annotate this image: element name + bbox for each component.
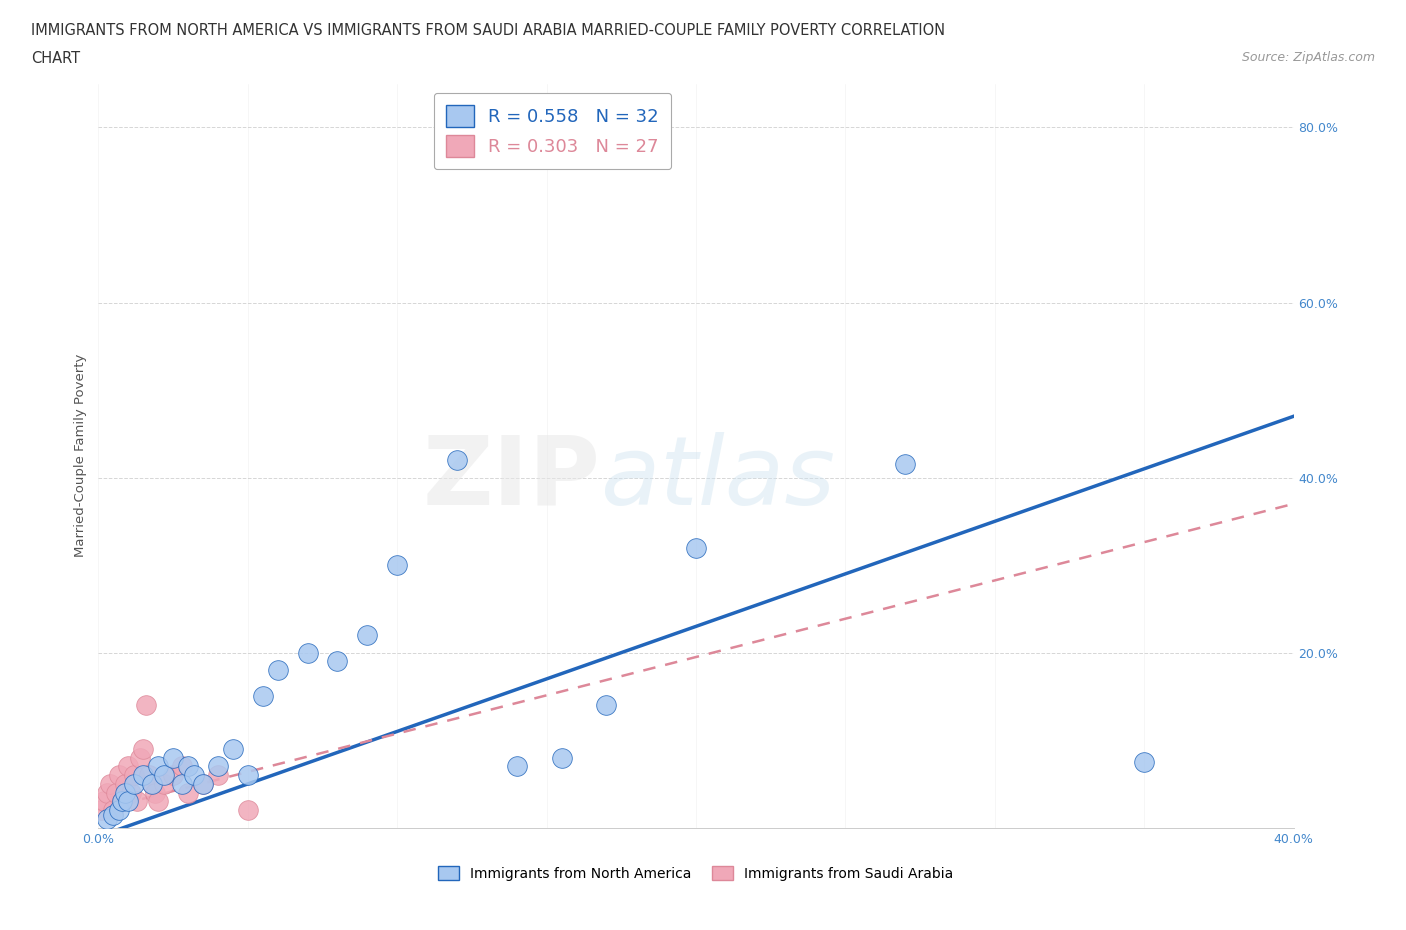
Point bbox=[141, 777, 163, 791]
Point bbox=[1133, 754, 1156, 769]
Point bbox=[894, 457, 917, 472]
Point bbox=[98, 777, 122, 791]
Point bbox=[117, 794, 139, 809]
Point bbox=[595, 698, 617, 712]
Point bbox=[103, 803, 125, 817]
Point bbox=[120, 785, 142, 800]
Text: ZIP: ZIP bbox=[422, 432, 600, 525]
Text: IMMIGRANTS FROM NORTH AMERICA VS IMMIGRANTS FROM SAUDI ARABIA MARRIED-COUPLE FAM: IMMIGRANTS FROM NORTH AMERICA VS IMMIGRA… bbox=[31, 23, 945, 38]
Point bbox=[117, 759, 139, 774]
Point bbox=[153, 777, 176, 791]
Point bbox=[326, 654, 349, 669]
Point bbox=[153, 768, 176, 783]
Point bbox=[96, 785, 118, 800]
Point bbox=[446, 453, 468, 468]
Point bbox=[93, 794, 115, 809]
Point bbox=[207, 768, 229, 783]
Point bbox=[236, 768, 259, 783]
Legend: Immigrants from North America, Immigrants from Saudi Arabia: Immigrants from North America, Immigrant… bbox=[432, 859, 960, 888]
Text: Source: ZipAtlas.com: Source: ZipAtlas.com bbox=[1241, 51, 1375, 64]
Point bbox=[114, 785, 136, 800]
Point bbox=[108, 803, 131, 817]
Point bbox=[506, 759, 529, 774]
Point bbox=[143, 785, 166, 800]
Point bbox=[124, 777, 146, 791]
Point bbox=[267, 663, 290, 678]
Point bbox=[550, 751, 572, 765]
Point bbox=[90, 803, 112, 817]
Point bbox=[124, 768, 146, 783]
Point bbox=[135, 698, 157, 712]
Point bbox=[138, 768, 160, 783]
Point bbox=[207, 759, 229, 774]
Y-axis label: Married-Couple Family Poverty: Married-Couple Family Poverty bbox=[75, 354, 87, 557]
Point bbox=[172, 759, 194, 774]
Point bbox=[191, 777, 214, 791]
Point bbox=[162, 768, 184, 783]
Point bbox=[108, 768, 131, 783]
Point bbox=[96, 812, 118, 827]
Point bbox=[236, 803, 259, 817]
Point bbox=[297, 645, 319, 660]
Point bbox=[148, 759, 170, 774]
Text: atlas: atlas bbox=[600, 432, 835, 525]
Point bbox=[177, 785, 200, 800]
Point bbox=[127, 794, 149, 809]
Point bbox=[105, 785, 128, 800]
Point bbox=[685, 540, 707, 555]
Point bbox=[111, 794, 134, 809]
Point bbox=[114, 777, 136, 791]
Point bbox=[172, 777, 194, 791]
Point bbox=[252, 689, 274, 704]
Point bbox=[132, 741, 155, 756]
Point bbox=[385, 558, 409, 573]
Point bbox=[356, 628, 378, 643]
Point bbox=[183, 768, 205, 783]
Point bbox=[162, 751, 184, 765]
Point bbox=[141, 777, 163, 791]
Point bbox=[222, 741, 245, 756]
Point bbox=[103, 807, 125, 822]
Text: CHART: CHART bbox=[31, 51, 80, 66]
Point bbox=[132, 768, 155, 783]
Point bbox=[129, 751, 152, 765]
Point bbox=[148, 794, 170, 809]
Point bbox=[111, 794, 134, 809]
Point bbox=[191, 777, 214, 791]
Point bbox=[177, 759, 200, 774]
